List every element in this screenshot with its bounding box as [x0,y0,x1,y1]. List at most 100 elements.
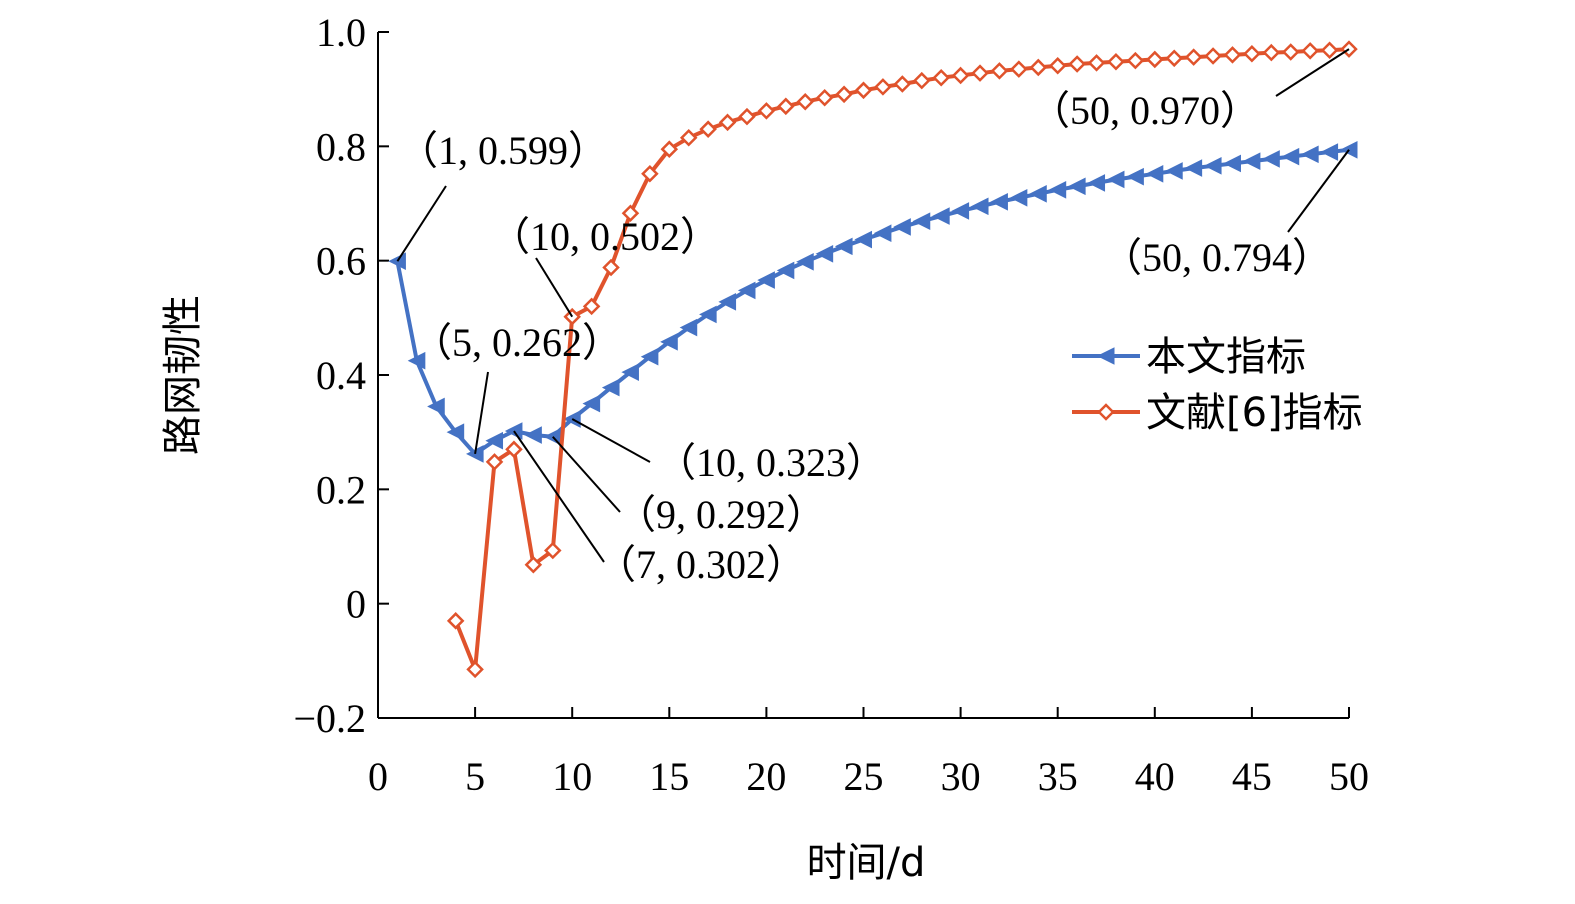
series-1-point [912,212,931,231]
series-2-point [621,204,640,222]
series-1-point [1301,145,1319,164]
series-1-point [1184,159,1203,177]
series-1-point [1126,167,1144,186]
series-2-point [757,102,776,120]
annotation-label: （10, 0.323） [656,440,886,485]
x-tick-label: 25 [844,754,884,799]
series-1-point [1242,152,1261,171]
series-2-point [1048,56,1067,75]
x-tick-label: 45 [1232,754,1272,799]
series-2-point [718,113,737,132]
annotation-leader [1287,149,1350,233]
y-tick-label: 0.6 [316,239,366,284]
series-2-point [1107,52,1125,71]
annotation-leader [1275,48,1350,97]
series-1-point [699,305,717,324]
annotation-label: （1, 0.599） [398,128,608,173]
series-1-point [932,207,950,225]
series-2-point [1010,60,1028,78]
x-tick-label: 30 [941,754,981,799]
annotation-label: （9, 0.292） [616,492,826,537]
series-2-point [1204,47,1222,65]
series-2-point [505,440,523,459]
x-tick-label: 50 [1329,754,1369,799]
series-1-point [1106,170,1125,189]
x-axis-title: 时间/d [807,840,926,886]
series-2-point [951,66,970,85]
series-1-point [485,431,504,450]
annotation-leader [552,436,621,513]
y-tick-label: 1.0 [316,10,366,55]
series-1-point [1068,177,1086,196]
series-2-point [1301,42,1319,60]
x-tick-label: 40 [1135,754,1175,799]
series-1-point [854,230,872,249]
annotation-label: （50, 0.970） [1030,88,1260,133]
series-2-point [485,453,504,471]
series-1-point [970,197,989,216]
series-1-point [718,293,737,311]
y-tick-label: 0.2 [316,467,366,512]
series-1-point [1262,150,1280,168]
series-1-point [1145,164,1164,183]
legend-label-2: 文献[6]指标 [1146,390,1363,436]
annotation-leader [513,430,605,563]
series-2-point [1262,43,1281,62]
series-1-point [873,224,892,243]
series-2-point [777,97,795,116]
series-1-point [1029,184,1047,203]
series-2-point [1087,54,1106,72]
series-1-point [990,192,1008,211]
series-1-point [640,347,659,366]
series-1-point [582,394,601,413]
series-2-point [1281,43,1300,61]
series-1-point [796,253,814,271]
series-2-point [1029,58,1048,77]
annotation-leader [571,418,651,463]
series-2-point [466,660,484,679]
series-2-point [446,612,465,630]
series-1-point [893,218,911,236]
series-layer [388,40,1358,679]
series-2-point [641,165,659,183]
axes: 1.00.80.60.40.20−0.20 5 10 15 20 25 30 35 40 45 50 [293,10,1369,799]
series-1-point [621,363,639,381]
series-2-point [893,75,912,93]
series-2-point [1146,50,1164,69]
x-tick-label: 0 [368,754,388,799]
series-2-point [660,140,679,158]
series-2-point [1243,44,1261,63]
series-1-point [660,333,678,351]
x-tick-label: 5 [465,754,485,799]
series-1-point [737,281,756,300]
annotation-label: （10, 0.502） [490,214,720,259]
series-1-point [1203,156,1222,175]
series-1-point [1320,143,1339,161]
series-2-point [738,107,756,126]
series-2-point [679,128,698,147]
series-1-point [951,202,970,220]
y-axis-title: 路网韧性 [160,295,206,455]
series-2-point [912,71,931,90]
series-1-point [815,244,834,263]
series-2-point [582,297,601,316]
series-2-point [971,64,989,82]
series-1-point [1223,154,1241,173]
series-1-point [1281,147,1300,166]
series-2-point [524,556,543,574]
annotation-leader [535,257,574,318]
annotation-label: （5, 0.262） [412,320,622,365]
series-2-point [835,85,853,104]
series-2-point [699,120,717,138]
series-2-point [1126,51,1145,70]
annotation-leader [396,185,447,262]
x-tick-label: 15 [649,754,689,799]
y-tick-label: 0 [346,582,366,627]
y-tick-label: 0.4 [316,353,366,398]
series-2-point [1165,49,1183,68]
x-tick-label: 35 [1038,754,1078,799]
legend-marker-1 [1096,347,1115,365]
series-1-point [524,426,542,444]
series-1-point [1165,162,1183,180]
